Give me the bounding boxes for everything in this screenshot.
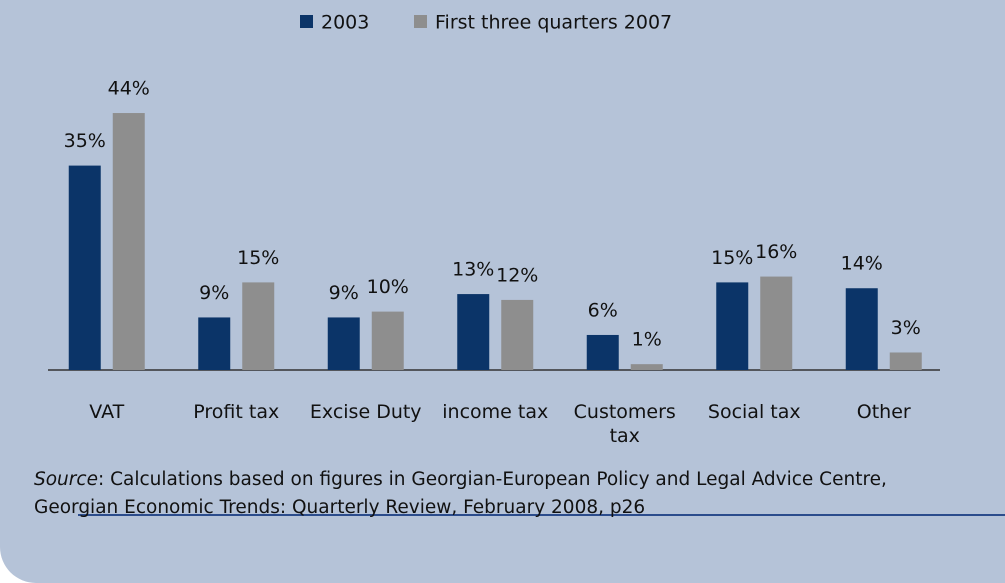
x-tick-label: income tax — [442, 401, 549, 423]
value-label: 35% — [64, 130, 106, 152]
x-tick-label: Social tax — [707, 401, 801, 423]
bar — [327, 317, 360, 370]
value-label: 13% — [452, 259, 494, 281]
source-note: Source: Calculations based on figures in… — [34, 466, 887, 522]
legend-label: 2003 — [321, 12, 369, 34]
bar — [501, 299, 534, 370]
bar — [716, 282, 749, 370]
value-label: 1% — [632, 329, 662, 351]
bar — [68, 165, 101, 370]
bar — [198, 317, 231, 370]
x-tick-label: VAT — [89, 401, 125, 423]
bar — [760, 276, 793, 370]
x-tick-label: Other — [856, 401, 911, 423]
source-label: Source — [34, 469, 98, 490]
value-label: 15% — [237, 247, 279, 269]
value-label: 9% — [199, 282, 229, 304]
x-tick-label: Excise Duty — [309, 401, 422, 423]
bar — [845, 288, 878, 370]
legend-swatch — [414, 15, 427, 28]
legend-swatch — [300, 15, 313, 28]
value-label: 44% — [108, 78, 150, 100]
value-label: 6% — [588, 299, 618, 321]
value-label: 10% — [367, 276, 409, 298]
x-tick-label: Profit tax — [193, 401, 280, 423]
bar — [112, 113, 145, 370]
x-tick-label: Customers tax — [573, 401, 676, 447]
value-label: 14% — [841, 253, 883, 275]
source-line: : Calculations based on figures in Georg… — [97, 469, 887, 490]
legend-label: First three quarters 2007 — [435, 12, 672, 34]
source-line: Georgian Economic Trends: Quarterly Revi… — [34, 497, 646, 518]
value-label: 3% — [891, 317, 921, 339]
bar — [889, 352, 922, 370]
bar — [242, 282, 275, 370]
bar — [630, 364, 663, 370]
value-label: 12% — [496, 264, 538, 286]
bar — [371, 311, 404, 370]
bar — [586, 334, 619, 370]
value-label: 16% — [755, 241, 797, 263]
value-label: 9% — [329, 282, 359, 304]
bar — [457, 294, 490, 370]
value-label: 15% — [711, 247, 753, 269]
